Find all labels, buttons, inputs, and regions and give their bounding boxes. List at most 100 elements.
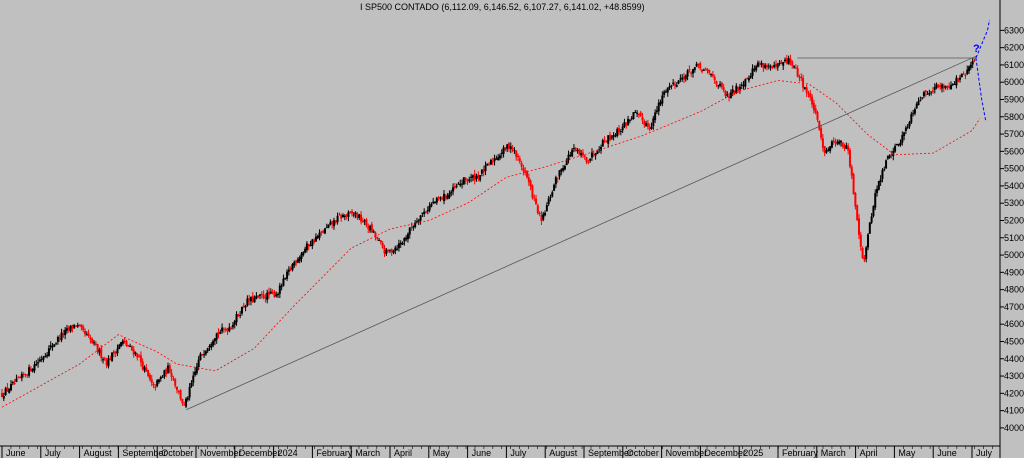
candle-body [762,63,765,69]
candle-body [448,193,451,198]
candle-body [650,126,653,129]
candle-body [415,221,418,223]
candle-body [401,242,404,245]
candle-body [592,154,595,156]
candle-body [87,333,90,337]
candle-body [111,352,114,361]
candle-body [372,231,375,233]
y-tick-label: 6000 [1004,77,1024,87]
candle-body [598,149,601,151]
candle-body [179,390,182,400]
candle-body [551,192,554,197]
candle-body [399,243,402,245]
candle-body [322,230,325,233]
candle-body [210,343,213,348]
candle-body [271,292,274,294]
candle-body [280,286,283,288]
candle-body [213,338,216,342]
candle-body [414,222,417,227]
candle-body [354,212,357,215]
candle-body [277,293,280,295]
candle-body [102,359,105,361]
candle-body [780,61,783,65]
candle-body [26,374,29,376]
candle-body [791,61,794,66]
candle-body [511,147,514,150]
candle-body [812,102,815,111]
candle-body [630,118,633,120]
candle-body [38,359,41,362]
candle-body [832,140,835,143]
x-tick-label: 2025 [743,448,763,458]
candle-body [493,158,496,162]
candle-body [711,74,714,77]
candle-body [538,213,541,215]
candle-body [257,295,260,298]
candle-body [641,117,644,121]
candle-body [109,358,112,360]
candle-body [906,126,909,128]
candle-body [890,154,893,156]
candle-body [275,294,278,297]
candle-body [805,87,808,93]
candle-body [782,62,785,66]
candle-body [183,404,186,406]
candle-body [172,378,175,380]
y-tick-label: 5800 [1004,112,1024,122]
candle-body [397,243,400,249]
y-tick-label: 5500 [1004,164,1024,174]
candle-body [20,373,23,379]
candle-body [295,260,298,263]
candle-body [123,340,126,342]
candle-body [769,66,772,68]
y-tick-label: 5600 [1004,146,1024,156]
candle-body [758,63,761,65]
candle-body [284,277,287,279]
candle-body [657,102,660,112]
candle-body [507,143,510,149]
candle-body [446,195,449,200]
candle-body [141,361,144,369]
candle-body [688,69,691,71]
candle-body [529,180,532,187]
candle-body [195,366,198,374]
candle-body [148,374,151,380]
candle-body [96,344,99,352]
candle-body [125,340,128,346]
candle-body [441,197,444,200]
candle-body [273,291,276,297]
candle-body [19,377,22,379]
y-tick-label: 5000 [1004,250,1024,260]
candle-body [434,202,437,204]
candle-body [116,348,119,354]
candle-body [951,83,954,85]
candle-body [22,373,25,375]
candle-body [625,123,628,125]
candle-body [177,390,180,392]
candle-body [859,234,862,247]
candle-body [107,358,110,367]
candle-body [426,209,429,212]
candle-body [699,63,702,69]
candle-body [98,349,101,353]
x-tick-label: December [239,448,281,458]
candle-body [637,113,640,115]
candle-body [524,170,527,173]
x-tick-label: June [472,448,492,458]
candle-body [830,141,833,148]
candle-body [33,364,36,371]
candle-body [706,69,709,72]
candle-body [235,314,238,323]
x-tick-label: May [433,448,451,458]
x-tick-label: February [316,448,353,458]
candle-body [746,78,749,80]
candle-body [464,177,467,181]
candle-body [412,226,415,228]
candle-body [719,83,722,86]
candle-body [495,158,498,160]
candle-body [809,93,812,98]
candle-body [861,247,864,259]
candle-body [616,128,619,136]
candle-body [728,95,731,98]
